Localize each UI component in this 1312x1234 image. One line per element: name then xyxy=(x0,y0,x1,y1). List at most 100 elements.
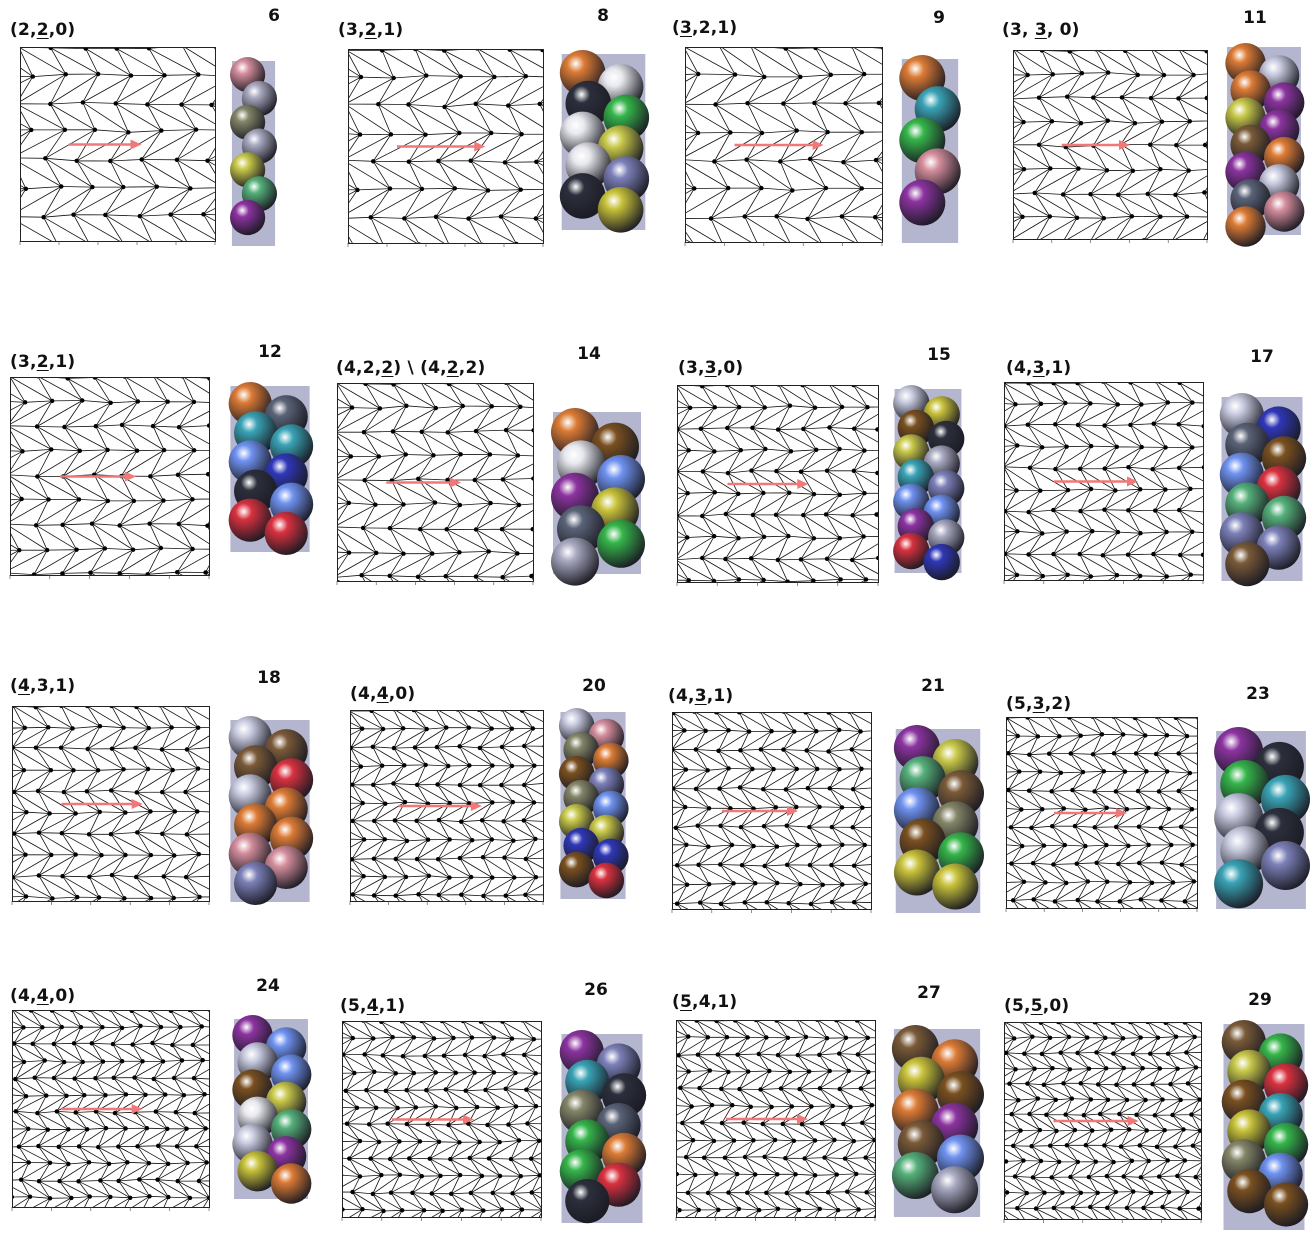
lattice-node xyxy=(793,1172,798,1177)
lattice-node xyxy=(443,574,448,579)
lattice-node xyxy=(76,1179,81,1184)
lattice-node xyxy=(59,831,64,836)
lattice-node xyxy=(1020,843,1025,849)
lattice-node xyxy=(830,1103,835,1109)
lattice-node xyxy=(379,50,385,53)
lattice-node xyxy=(393,856,398,862)
lattice-node xyxy=(319,242,323,246)
lattice-node xyxy=(163,1092,168,1097)
lattice-node xyxy=(1099,697,1103,701)
lattice-node xyxy=(86,917,90,921)
lattice-node xyxy=(756,1051,761,1057)
lattice-node xyxy=(785,579,790,582)
lattice-node xyxy=(532,763,537,768)
lattice-node xyxy=(1007,718,1009,721)
lattice-node xyxy=(1085,879,1091,884)
lattice-node xyxy=(666,17,670,21)
lattice-node xyxy=(835,692,839,696)
lattice-node xyxy=(328,820,332,824)
lattice-node xyxy=(736,491,741,496)
direction-arrow xyxy=(1054,808,1127,818)
lattice-node xyxy=(449,1002,453,1006)
lattice-node xyxy=(537,101,542,107)
lattice-node xyxy=(781,101,786,106)
lattice-node xyxy=(993,120,997,124)
lattice-node xyxy=(86,1160,92,1165)
phyllotactic-notation: (2,2,0) xyxy=(10,20,76,40)
lattice-node xyxy=(149,1229,153,1233)
lattice-node xyxy=(1039,51,1045,53)
lattice-node xyxy=(764,1190,769,1195)
sphere-count-label: 12 xyxy=(258,342,282,362)
lattice-node xyxy=(807,862,813,868)
lattice-node xyxy=(528,1156,534,1161)
lattice-node xyxy=(61,789,67,795)
lattice-node xyxy=(783,787,788,792)
lattice-node xyxy=(19,496,24,502)
lattice-node xyxy=(540,1208,541,1212)
lattice-node xyxy=(121,725,126,730)
lattice-node xyxy=(874,1053,875,1055)
lattice-node xyxy=(393,893,398,898)
lattice-node xyxy=(750,512,756,518)
lattice-node xyxy=(137,350,141,354)
lattice-node xyxy=(875,901,879,905)
lattice-node xyxy=(1217,167,1221,171)
lattice-node xyxy=(1157,1066,1163,1071)
lattice-node xyxy=(75,894,80,900)
lattice-node xyxy=(393,1071,398,1076)
lattice-node xyxy=(688,1225,692,1229)
lattice-node xyxy=(404,1088,409,1093)
lattice-node xyxy=(990,899,994,903)
lattice-node xyxy=(123,939,127,943)
lattice-node xyxy=(245,597,249,601)
lattice-node xyxy=(158,1024,164,1030)
lattice-node xyxy=(134,790,139,795)
lattice-node xyxy=(224,1127,228,1131)
lattice-node xyxy=(440,1208,445,1213)
lattice-node xyxy=(722,1155,728,1160)
lattice-node xyxy=(371,159,376,164)
lattice-node xyxy=(811,536,817,541)
lattice-node xyxy=(228,622,232,626)
lattice-node xyxy=(1040,807,1045,812)
lattice-node xyxy=(1070,787,1075,793)
lattice-node xyxy=(1021,167,1027,172)
lattice-node xyxy=(490,800,495,805)
lattice-node xyxy=(1163,359,1167,363)
lattice-node xyxy=(209,102,214,108)
lattice-node xyxy=(649,558,653,562)
lattice-node xyxy=(19,1212,23,1216)
lattice-node xyxy=(1127,880,1133,885)
lattice-node xyxy=(23,1094,29,1099)
lattice-node xyxy=(817,1086,823,1091)
lattice-node xyxy=(66,1127,71,1132)
lattice-node xyxy=(712,449,717,454)
lattice-node xyxy=(80,1059,86,1065)
lattice-node xyxy=(217,1212,221,1216)
lattice-node xyxy=(682,728,687,733)
lattice-node xyxy=(330,855,334,859)
lattice-node xyxy=(705,1035,711,1040)
lattice-node xyxy=(611,244,615,248)
lattice-node xyxy=(331,623,335,627)
lattice-node xyxy=(123,1092,129,1097)
lattice-node xyxy=(742,900,747,905)
lattice-node xyxy=(39,1213,43,1217)
lattice-node xyxy=(742,1001,746,1005)
lattice-node xyxy=(110,1041,116,1047)
lattice-node xyxy=(1138,897,1143,902)
lattice-node xyxy=(96,895,102,900)
lattice-node xyxy=(326,709,330,713)
lattice-node xyxy=(712,621,716,625)
lattice-node xyxy=(649,786,653,790)
lattice-node xyxy=(674,901,680,906)
lattice-node xyxy=(518,404,523,409)
lattice-node xyxy=(195,809,200,814)
lattice-node xyxy=(21,1059,27,1065)
lattice-node xyxy=(788,362,792,366)
lattice-node xyxy=(732,920,736,924)
lattice-node xyxy=(123,810,128,815)
lattice-node xyxy=(1226,596,1230,600)
lattice-node xyxy=(530,690,534,694)
